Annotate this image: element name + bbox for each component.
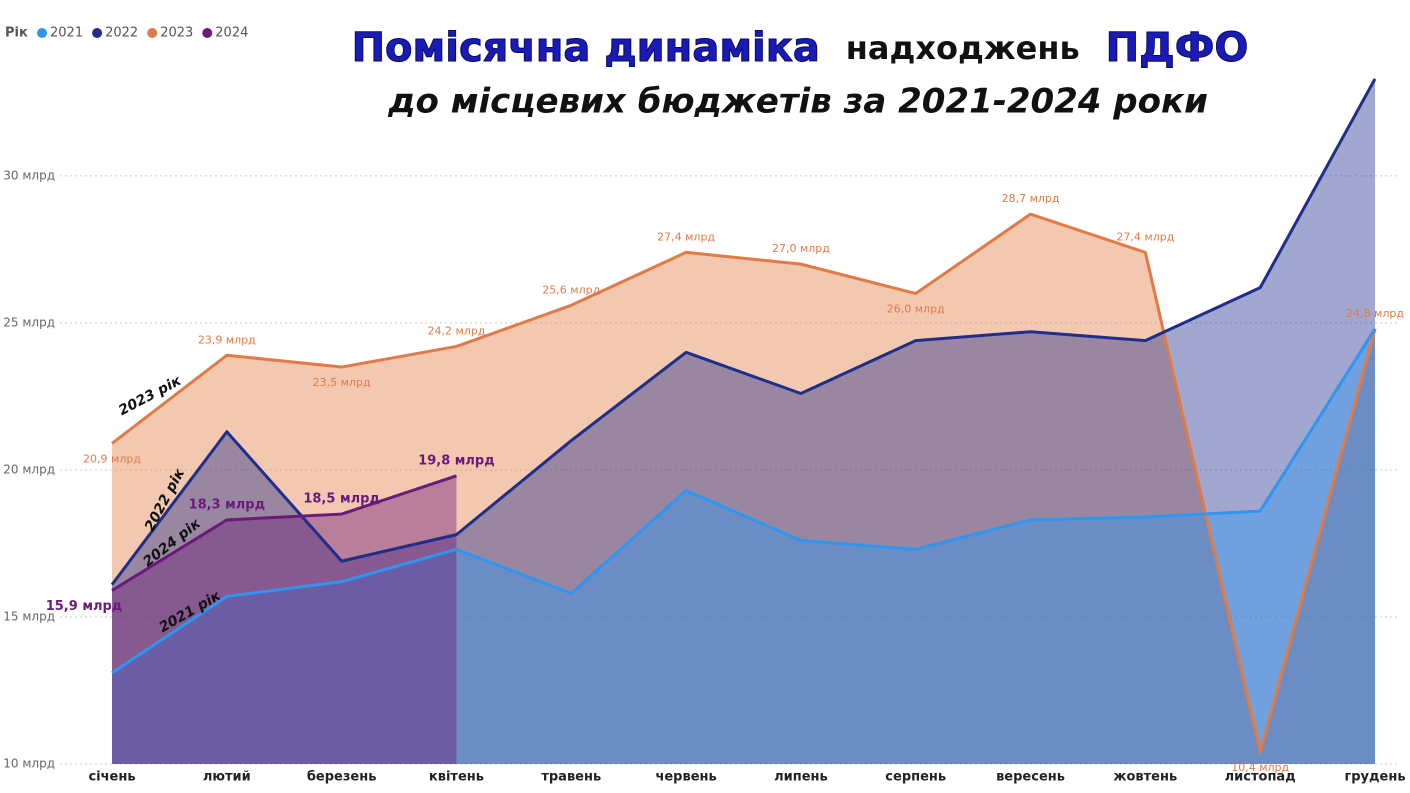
legend-marker — [37, 28, 47, 38]
x-tick-label: лютий — [203, 770, 251, 785]
x-tick-label: вересень — [996, 770, 1065, 785]
data-label: 27,0 млрд — [772, 242, 830, 255]
x-tick-label: липень — [774, 770, 828, 785]
area — [112, 78, 1375, 764]
data-label: 24,2 млрд — [428, 324, 486, 337]
legend-marker — [147, 28, 158, 38]
legend-title: Рік — [5, 26, 28, 41]
data-label: 23,5 млрд — [313, 376, 371, 389]
x-tick-label: листопад — [1225, 770, 1296, 785]
legend-marker — [92, 28, 103, 38]
area — [112, 328, 1375, 764]
line — [111, 474, 457, 592]
data-label: 20,9 млрд — [83, 452, 141, 465]
chart-subtitle: до місцевих бюджетів за 2021-2024 роки — [387, 82, 1208, 122]
title-part: надходжень — [846, 29, 1080, 67]
legend-label: 2023 — [160, 26, 193, 41]
line — [110, 78, 1377, 586]
data-label: 18,3 млрд — [189, 497, 266, 512]
data-label: 10,4 млрд — [1231, 761, 1289, 774]
legend-label: 2022 — [105, 26, 138, 41]
y-tick-label: 30 млрд — [3, 168, 55, 182]
x-tick-label: травень — [541, 770, 601, 785]
y-tick-label: 15 млрд — [3, 609, 55, 623]
data-label: 23,9 млрд — [198, 333, 256, 346]
x-tick-label: червень — [655, 770, 716, 785]
data-label: 28,7 млрд — [1002, 192, 1060, 205]
data-label: 26,0 млрд — [887, 303, 945, 316]
y-tick-label: 20 млрд — [3, 462, 55, 476]
x-tick-label: грудень — [1344, 770, 1405, 785]
y-tick-label: 25 млрд — [3, 315, 55, 329]
line — [111, 212, 1377, 754]
x-tick-label: квітень — [429, 770, 484, 785]
data-label: 25,6 млрд — [542, 283, 600, 296]
title-part: ПДФО — [1106, 25, 1249, 71]
data-label: 27,4 млрд — [657, 230, 715, 243]
title-part: Помісячна динаміка — [352, 25, 820, 71]
line — [111, 328, 1377, 675]
grid — [60, 175, 1400, 765]
data-label: 15,9 млрд — [46, 599, 123, 614]
x-tick-label: серпень — [885, 770, 946, 785]
x-tick-label: січень — [88, 770, 135, 785]
y-tick-label: 10 млрд — [3, 757, 55, 771]
data-label: 24,8 млрд — [1346, 307, 1404, 320]
data-label: 18,5 млрд — [303, 492, 380, 507]
legend-marker — [202, 28, 213, 38]
x-tick-label: березень — [307, 770, 377, 785]
legend-label: 2021 — [50, 26, 83, 41]
chart-title: Помісячна динаміка надходжень ПДФО — [352, 25, 1249, 71]
area — [112, 475, 457, 764]
data-label: 19,8 млрд — [418, 453, 495, 468]
legend-label: 2024 — [215, 26, 248, 41]
data-label: 27,4 млрд — [1116, 230, 1174, 243]
x-tick-label: жовтень — [1114, 770, 1178, 785]
